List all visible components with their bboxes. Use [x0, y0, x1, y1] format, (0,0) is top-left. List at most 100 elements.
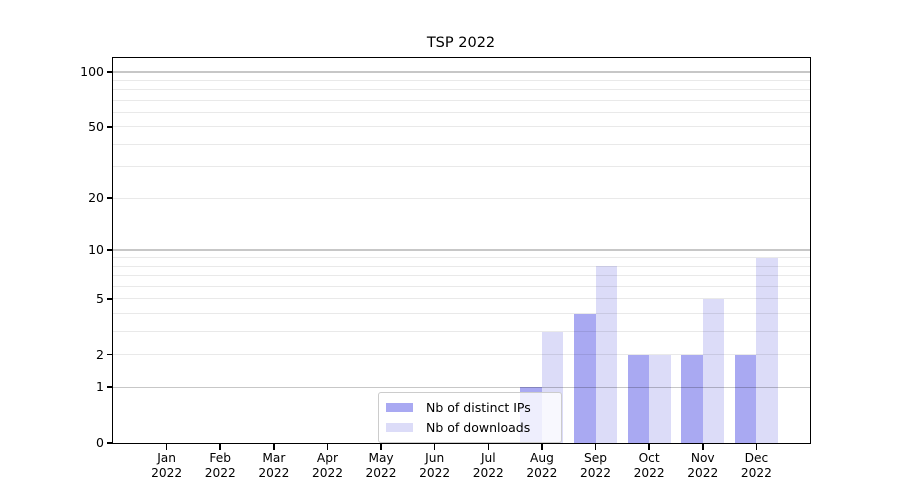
y-tick-100 — [106, 71, 113, 73]
x-tick-year-sep: 2022 — [580, 466, 612, 480]
x-tick-month-jul: Jul — [480, 451, 496, 465]
y-tick-0 — [106, 442, 113, 444]
x-tick-nov — [701, 444, 704, 450]
x-tick-label-apr: Apr 2022 — [295, 451, 359, 481]
bar-nb-of-downloads-oct — [649, 354, 671, 443]
x-tick-year-may: 2022 — [365, 466, 397, 480]
gridline-y-9 — [113, 257, 810, 259]
gridline-y-8 — [113, 265, 810, 267]
x-tick-label-sep: Sep 2022 — [564, 451, 628, 481]
gridline-y-5 — [113, 298, 810, 300]
x-tick-feb — [219, 444, 222, 450]
x-tick-year-aug: 2022 — [526, 466, 558, 480]
bar-nb-of-downloads-sep — [595, 266, 618, 443]
x-tick-month-dec: Dec — [744, 451, 769, 465]
y-tick-10 — [106, 249, 113, 251]
gridline-y-20 — [113, 197, 810, 199]
bar-nb-of-distinct-ips-nov — [681, 354, 703, 443]
legend-swatch-nb-of-downloads — [386, 422, 413, 432]
x-tick-year-feb: 2022 — [204, 466, 236, 480]
chart-title: TSP 2022 — [426, 35, 496, 51]
x-tick-month-may: May — [368, 451, 394, 465]
x-tick-label-dec: Dec 2022 — [724, 451, 788, 481]
legend-label-nb-of-downloads: Nb of downloads — [426, 419, 531, 435]
x-tick-label-jan: Jan 2022 — [135, 451, 199, 481]
gridline-y-3 — [113, 331, 810, 333]
x-tick-aug — [541, 444, 543, 450]
gridline-y-50 — [113, 126, 810, 128]
y-tick-label-10: 10 — [88, 242, 104, 258]
x-tick-oct — [648, 444, 650, 450]
y-tick-label-2: 2 — [96, 346, 104, 362]
legend: Nb of distinct IPs Nb of downloads — [378, 392, 562, 443]
y-tick-label-50: 50 — [88, 118, 104, 134]
gridline-y-4 — [113, 313, 810, 315]
x-tick-year-jul: 2022 — [472, 466, 504, 480]
bar-nb-of-downloads-dec — [756, 257, 778, 443]
gridline-y-80 — [113, 89, 810, 91]
y-tick-20 — [106, 197, 113, 199]
x-tick-year-nov: 2022 — [687, 466, 719, 480]
y-tick-50 — [106, 126, 113, 128]
x-tick-label-jul: Jul 2022 — [456, 451, 520, 481]
y-tick-label-20: 20 — [88, 190, 104, 206]
gridline-y-100 — [113, 71, 810, 73]
legend-label-nb-of-distinct-ips: Nb of distinct IPs — [426, 400, 531, 416]
gridline-y-70 — [113, 99, 810, 101]
x-tick-month-mar: Mar — [262, 451, 286, 465]
gridline-y-6 — [113, 286, 810, 287]
gridline-y-30 — [113, 166, 810, 168]
x-tick-year-dec: 2022 — [740, 466, 772, 480]
x-tick-month-apr: Apr — [316, 451, 338, 465]
x-tick-year-apr: 2022 — [311, 466, 343, 480]
x-tick-label-aug: Aug 2022 — [510, 451, 574, 481]
x-tick-month-jan: Jan — [157, 451, 176, 465]
x-tick-month-sep: Sep — [584, 451, 608, 465]
x-tick-jan — [165, 444, 168, 450]
x-tick-label-may: May 2022 — [349, 451, 413, 481]
legend-item-nb-of-downloads: Nb of downloads — [386, 418, 553, 438]
x-tick-label-jun: Jun 2022 — [403, 451, 467, 481]
y-tick-label-1: 1 — [96, 379, 104, 395]
x-tick-apr — [326, 444, 329, 450]
x-tick-year-oct: 2022 — [633, 466, 665, 480]
x-tick-mar — [273, 444, 275, 450]
x-tick-label-feb: Feb 2022 — [188, 451, 252, 481]
x-tick-jun — [433, 444, 436, 450]
x-tick-year-mar: 2022 — [258, 466, 290, 480]
bar-nb-of-downloads-nov — [702, 298, 725, 443]
y-tick-2 — [106, 353, 113, 356]
y-tick-label-0: 0 — [96, 435, 104, 450]
x-tick-jul — [487, 444, 490, 450]
bar-nb-of-distinct-ips-oct — [627, 354, 650, 443]
gridline-y-40 — [113, 143, 810, 145]
legend-item-nb-of-distinct-ips: Nb of distinct IPs — [386, 398, 553, 418]
y-tick-label-100: 100 — [80, 63, 104, 79]
x-tick-year-jun: 2022 — [419, 466, 451, 480]
gridline-y-1 — [113, 386, 810, 388]
x-tick-may — [380, 444, 382, 450]
y-tick-5 — [106, 298, 113, 300]
x-tick-year-jan: 2022 — [151, 466, 183, 480]
gridline-y-7 — [113, 275, 810, 277]
x-tick-month-aug: Aug — [530, 451, 554, 465]
gridline-y-60 — [113, 111, 810, 113]
x-tick-month-nov: Nov — [690, 451, 715, 465]
x-tick-month-oct: Oct — [638, 451, 660, 465]
y-tick-1 — [106, 386, 113, 389]
bar-nb-of-distinct-ips-sep — [574, 313, 596, 443]
x-tick-dec — [755, 444, 758, 450]
gridline-y-2 — [113, 354, 810, 356]
x-tick-label-oct: Oct 2022 — [617, 451, 681, 481]
x-tick-month-feb: Feb — [209, 451, 231, 465]
bar-nb-of-distinct-ips-dec — [734, 354, 757, 443]
y-tick-label-5: 5 — [96, 290, 104, 306]
gridline-y-90 — [113, 79, 810, 81]
x-tick-month-jun: Jun — [425, 451, 445, 465]
x-tick-label-nov: Nov 2022 — [671, 451, 735, 481]
x-tick-label-mar: Mar 2022 — [242, 451, 306, 481]
gridline-y-10 — [113, 249, 810, 251]
legend-swatch-nb-of-distinct-ips — [386, 403, 413, 413]
x-tick-sep — [594, 444, 597, 450]
